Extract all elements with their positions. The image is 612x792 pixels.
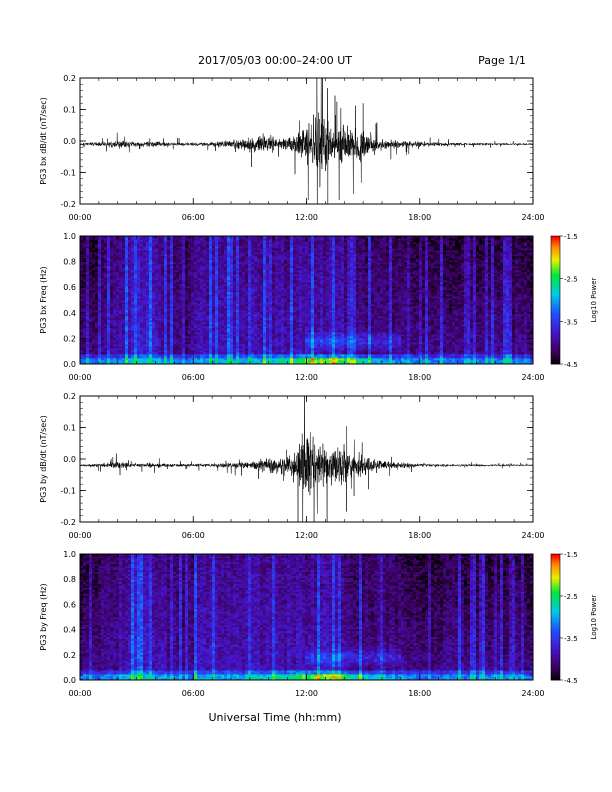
x-tick-label: 00:00: [68, 689, 91, 698]
colorbar-tick-label: -3.5: [564, 635, 578, 643]
x-tick-label: 18:00: [408, 373, 431, 382]
y-tick-label: -0.2: [60, 200, 76, 209]
colorbar: -1.5 -2.5 -3.5 -4.5 Log10 Power: [551, 233, 598, 369]
y-tick-label: 0.1: [63, 106, 76, 115]
y-tick-label: 0.0: [63, 455, 76, 464]
x-axis-title: Universal Time (hh:mm): [209, 711, 342, 724]
y-tick-label: -0.2: [60, 518, 76, 527]
x-tick-label: 18:00: [408, 213, 431, 222]
spectrogram-image: [80, 554, 533, 680]
x-tick-label: 18:00: [408, 531, 431, 540]
colorbar-tick-label: -3.5: [564, 318, 578, 326]
x-tick-label: 06:00: [182, 373, 205, 382]
y-tick-label: 0.8: [63, 575, 76, 584]
y-axis-title: PG3 bx Freq (Hz): [39, 266, 48, 333]
y-tick-label: 1.0: [63, 232, 76, 241]
by-waveform-panel: 00:00 06:00 12:00 18:00 24:00 -0.2 -0.1 0.0 0.1 0…: [39, 372, 545, 559]
page-number: Page 1/1: [478, 54, 526, 67]
x-tick-label: 00:00: [68, 531, 91, 540]
x-tick-label: 12:00: [295, 373, 318, 382]
y-tick-label: 0.2: [63, 74, 76, 83]
bx-spectrogram-panel: 00:00 06:00 12:00 18:00 24:00 0.0 0.2 0.4 0.6 0.8…: [39, 232, 598, 382]
x-tick-label: 00:00: [68, 373, 91, 382]
y-tick-label: 0.2: [63, 392, 76, 401]
figure: 2017/05/03 00:00–24:00 UT Page 1/1 Unive…: [0, 0, 612, 792]
colorbar-tick-label: -4.5: [564, 677, 578, 685]
colorbar: -1.5 -2.5 -3.5 -4.5 Log10 Power: [551, 551, 598, 685]
y-tick-label: 0.8: [63, 258, 76, 267]
spectrogram-image: [80, 236, 533, 364]
colorbar-tick-label: -1.5: [564, 551, 578, 559]
y-axis-title: PG3 by Freq (Hz): [39, 583, 48, 650]
y-tick-label: 0.0: [63, 360, 76, 369]
colorbar-tick-label: -2.5: [564, 276, 578, 284]
y-tick-label: -0.1: [60, 487, 76, 496]
y-tick-label: 0.2: [63, 651, 76, 660]
colorbar-tick-label: -2.5: [564, 593, 578, 601]
x-tick-label: 24:00: [521, 531, 544, 540]
page-title: 2017/05/03 00:00–24:00 UT: [198, 54, 352, 67]
colorbar-title: Log10 Power: [590, 594, 598, 639]
x-tick-label: 00:00: [68, 213, 91, 222]
x-tick-label: 24:00: [521, 373, 544, 382]
y-tick-label: 0.4: [63, 309, 76, 318]
x-tick-label: 06:00: [182, 689, 205, 698]
x-tick-label: 12:00: [295, 213, 318, 222]
colorbar-tick-label: -4.5: [564, 361, 578, 369]
x-tick-label: 12:00: [295, 689, 318, 698]
y-tick-label: -0.1: [60, 169, 76, 178]
by-spectrogram-panel: 00:00 06:00 12:00 18:00 24:00 0.0 0.2 0.4 0.6 0.8…: [39, 550, 598, 698]
x-tick-label: 06:00: [182, 531, 205, 540]
y-axis-title: PG3 by dB/dt (nT/sec): [39, 415, 48, 502]
y-axis-title: PG3 bx dB/dt (nT/sec): [39, 97, 48, 184]
plot-frame: [80, 396, 533, 522]
y-tick-label: 0.0: [63, 676, 76, 685]
colorbar-title: Log10 Power: [590, 277, 598, 322]
x-tick-label: 24:00: [521, 689, 544, 698]
y-tick-label: 0.0: [63, 137, 76, 146]
x-tick-label: 18:00: [408, 689, 431, 698]
bx-waveform-panel: 00:00 06:00 12:00 18:00 24:00 -0.2 -0.1 0.0 0.1 0…: [39, 56, 545, 231]
x-tick-label: 06:00: [182, 213, 205, 222]
y-tick-label: 0.6: [63, 283, 76, 292]
y-tick-label: 0.1: [63, 424, 76, 433]
y-tick-label: 0.4: [63, 626, 76, 635]
y-tick-label: 0.6: [63, 600, 76, 609]
colorbar-tick-label: -1.5: [564, 233, 578, 241]
x-tick-label: 12:00: [295, 531, 318, 540]
y-tick-label: 1.0: [63, 550, 76, 559]
y-tick-label: 0.2: [63, 334, 76, 343]
x-tick-label: 24:00: [521, 213, 544, 222]
